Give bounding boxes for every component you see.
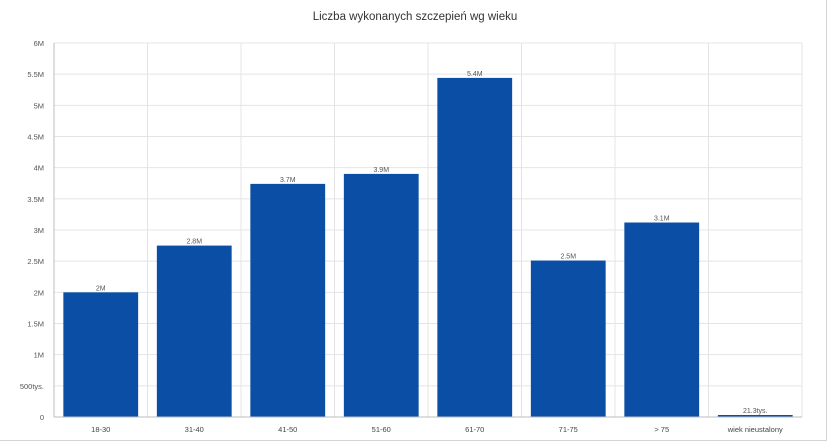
data-label: 2.8M	[186, 239, 202, 246]
y-tick-label: 2.5M	[27, 257, 44, 266]
data-label: 3.9M	[373, 167, 389, 174]
data-label: 3.7M	[280, 177, 296, 184]
bar	[63, 292, 139, 417]
bar	[624, 222, 700, 417]
data-label: 2.5M	[560, 254, 576, 261]
x-tick-label: 51-60	[372, 425, 391, 434]
bar	[156, 245, 232, 417]
y-tick-label: 2M	[34, 288, 44, 297]
y-tick-label: 1M	[34, 351, 44, 360]
data-label: 3.1M	[654, 216, 670, 223]
bar	[250, 183, 326, 417]
y-tick-label: 0	[40, 413, 44, 422]
x-tick-label: 18-30	[91, 425, 110, 434]
y-tick-label: 3M	[34, 226, 44, 235]
y-tick-label: 1.5M	[27, 320, 44, 329]
y-tick-label: 4M	[34, 164, 44, 173]
x-tick-label: 41-50	[278, 425, 297, 434]
x-tick-label: 31-40	[185, 425, 204, 434]
x-tick-label: wiek nieustalony	[727, 425, 783, 434]
data-label: 21.3tys.	[743, 408, 768, 415]
bar	[437, 77, 513, 417]
y-tick-label: 5M	[34, 101, 44, 110]
bar	[530, 260, 606, 417]
chart-title: Liczba wykonanych szczepień wg wieku	[312, 11, 518, 23]
x-tick-label: > 75	[654, 425, 669, 434]
data-label: 5.4M	[467, 71, 483, 78]
bar	[343, 173, 419, 417]
bar	[717, 415, 793, 417]
y-tick-label: 500tys.	[20, 382, 44, 391]
data-label: 2M	[96, 285, 106, 292]
x-tick-label: 71-75	[559, 425, 578, 434]
y-tick-label: 5.5M	[27, 70, 44, 79]
y-tick-label: 3.5M	[27, 195, 44, 204]
y-tick-label: 4.5M	[27, 133, 44, 142]
y-tick-label: 6M	[34, 39, 44, 48]
x-tick-label: 61-70	[465, 425, 484, 434]
